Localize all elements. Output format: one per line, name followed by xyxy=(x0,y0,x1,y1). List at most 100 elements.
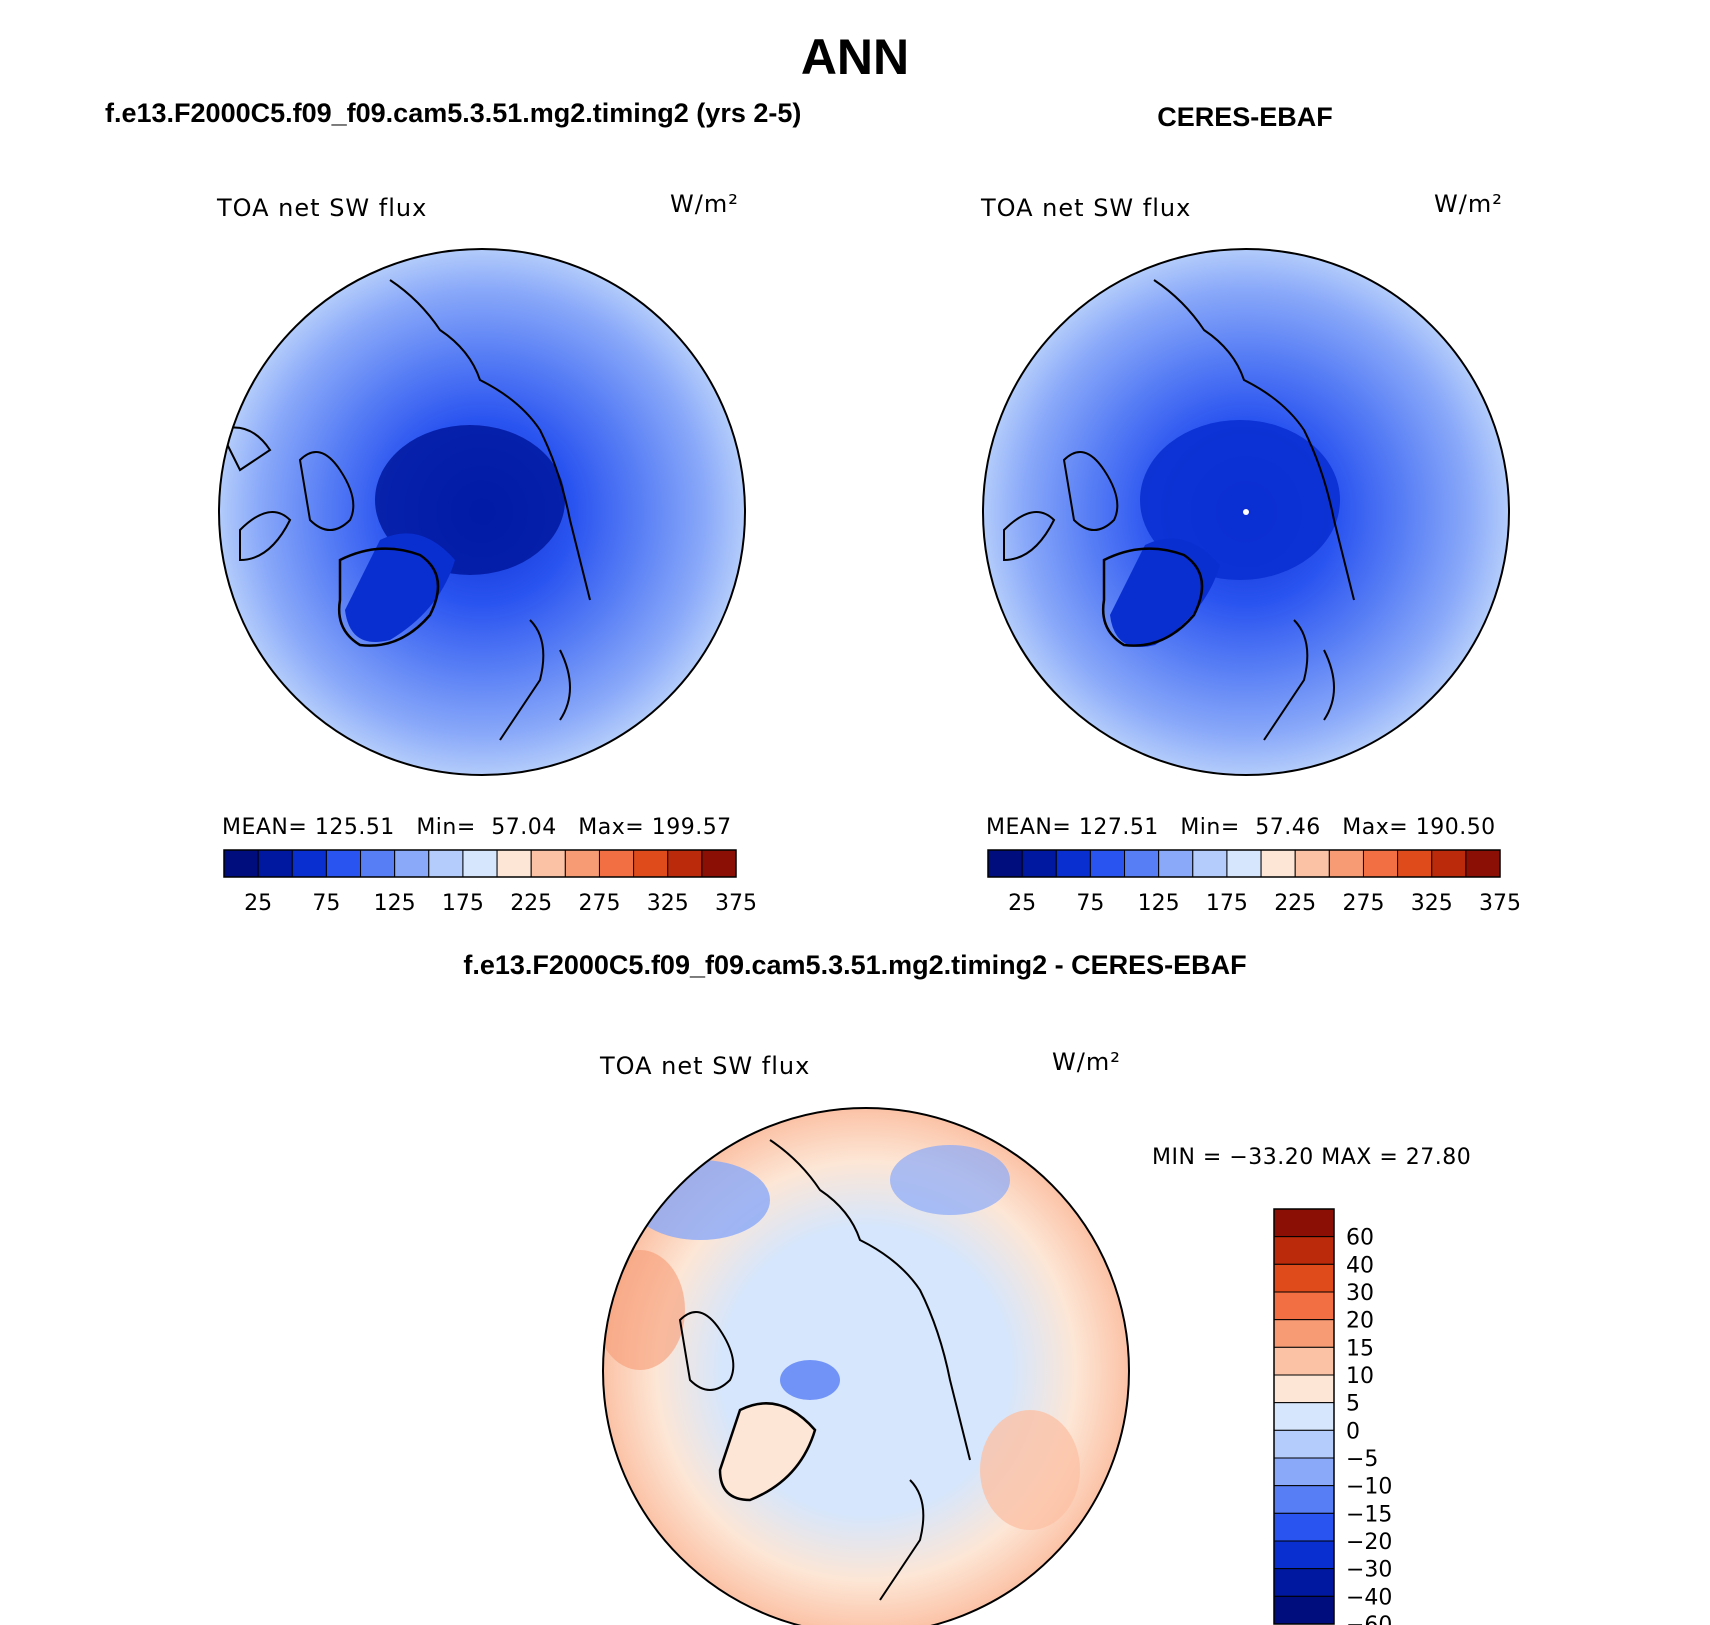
obs-colorbar-box xyxy=(1192,849,1228,878)
test-colorbar-box xyxy=(633,849,669,878)
test-colorbar-box xyxy=(223,849,259,878)
diff-colorbar-box xyxy=(1273,1457,1335,1487)
obs-min-label: Min= xyxy=(1180,815,1239,840)
diff-colorbar-tick-label: −10 xyxy=(1346,1475,1392,1500)
diff-colorbar-box xyxy=(1273,1319,1335,1348)
obs-colorbar-tick-label: 25 xyxy=(1008,891,1036,916)
diff-map xyxy=(602,1107,1130,1625)
test-units-label: W/m² xyxy=(670,190,739,218)
test-colorbar-tick-label: 375 xyxy=(715,891,757,916)
diff-colorbar-box xyxy=(1273,1402,1335,1431)
obs-colorbar-frame xyxy=(987,849,1501,878)
obs-mean-value: 127.51 xyxy=(1079,815,1159,840)
diff-colorbar-box xyxy=(1273,1346,1335,1376)
obs-colorbar-box xyxy=(1226,849,1262,878)
obs-min-value: 57.46 xyxy=(1255,815,1320,840)
obs-colorbar-box xyxy=(1328,849,1364,878)
diff-units-label: W/m² xyxy=(1052,1048,1121,1076)
figure-title: ANN xyxy=(800,29,910,85)
obs-colorbar-box xyxy=(1055,849,1091,878)
test-colorbar-tick-label: 75 xyxy=(312,891,340,916)
test-max-label: Max= xyxy=(578,815,644,840)
test-colorbar-tick-label: 225 xyxy=(510,891,552,916)
test-stats: MEAN= 125.51 Min= 57.04 Max= 199.57 xyxy=(222,815,732,840)
diff-colorbar-box xyxy=(1273,1429,1335,1459)
diff-colorbar-tick-label: 20 xyxy=(1346,1309,1374,1334)
diff-colorbar-box xyxy=(1273,1263,1335,1293)
test-colorbar-box xyxy=(667,849,703,878)
test-variable-label: TOA net SW flux xyxy=(216,194,427,222)
obs-colorbar-box xyxy=(987,849,1023,878)
diff-colorbar-box xyxy=(1273,1595,1335,1625)
diff-colorbar-tick-label: −30 xyxy=(1346,1558,1392,1583)
obs-colorbar-box xyxy=(1260,849,1296,878)
obs-colorbar: 25 75 125 175 225 275 325 375 xyxy=(987,849,1521,916)
obs-colorbar-tick-label: 75 xyxy=(1076,891,1104,916)
test-colorbar-box xyxy=(530,849,566,878)
diff-colorbar-tick-label: 40 xyxy=(1346,1253,1374,1278)
obs-colorbar-tick-label: 225 xyxy=(1274,891,1316,916)
obs-map xyxy=(982,248,1510,776)
diff-stats: MIN = −33.20 MAX = 27.80 xyxy=(1152,1145,1471,1170)
test-mean-value: 125.51 xyxy=(315,815,395,840)
test-colorbar: 25 75 125 175 225 275 325 375 xyxy=(223,849,757,916)
obs-colorbar-tick-label: 325 xyxy=(1411,891,1453,916)
diff-colorbar-tick-label: 0 xyxy=(1346,1419,1360,1444)
test-colorbar-tick-label: 125 xyxy=(374,891,416,916)
obs-colorbar-box xyxy=(1089,849,1126,878)
obs-units-label: W/m² xyxy=(1434,190,1503,218)
diff-colorbar-box xyxy=(1273,1540,1335,1570)
test-colorbar-box xyxy=(598,849,635,878)
diff-colorbar-box xyxy=(1273,1568,1335,1597)
test-colorbar-box xyxy=(701,849,737,878)
diff-colorbar-box xyxy=(1273,1374,1335,1404)
diff-colorbar-box xyxy=(1273,1208,1335,1238)
test-colorbar-box xyxy=(291,849,327,878)
diff-colorbar-box xyxy=(1273,1236,1335,1265)
test-colorbar-frame xyxy=(223,849,737,878)
test-colorbar-box xyxy=(462,849,498,878)
test-mean-label: MEAN= xyxy=(222,815,307,840)
obs-colorbar-tick-label: 175 xyxy=(1206,891,1248,916)
obs-case-title: CERES-EBAF xyxy=(1157,102,1333,132)
diff-colorbar-tick-label: 60 xyxy=(1346,1226,1374,1251)
obs-mean-label: MEAN= xyxy=(986,815,1071,840)
test-colorbar-box xyxy=(257,849,293,878)
test-colorbar-box xyxy=(325,849,362,878)
diff-colorbar-box xyxy=(1273,1512,1335,1542)
test-colorbar-box xyxy=(564,849,600,878)
test-colorbar-box xyxy=(394,849,430,878)
test-colorbar-tick-label: 175 xyxy=(442,891,484,916)
diff-colorbar-tick-label: −20 xyxy=(1346,1530,1392,1555)
test-max-value: 199.57 xyxy=(652,815,732,840)
diff-colorbar-tick-label: −15 xyxy=(1346,1502,1392,1527)
obs-stats: MEAN= 127.51 Min= 57.46 Max= 190.50 xyxy=(986,815,1496,840)
obs-colorbar-tick-label: 375 xyxy=(1479,891,1521,916)
obs-colorbar-box xyxy=(1021,849,1057,878)
obs-max-label: Max= xyxy=(1342,815,1408,840)
obs-colorbar-tick-label: 125 xyxy=(1138,891,1180,916)
test-colorbar-tick-label: 275 xyxy=(578,891,620,916)
obs-colorbar-box xyxy=(1431,849,1467,878)
diff-colorbar-tick-label: 5 xyxy=(1346,1392,1360,1417)
diff-colorbar-tick-label: 15 xyxy=(1346,1336,1374,1361)
obs-colorbar-box xyxy=(1124,849,1160,878)
test-colorbar-tick-label: 25 xyxy=(244,891,272,916)
test-colorbar-tick-label: 325 xyxy=(647,891,689,916)
test-map xyxy=(218,248,746,776)
obs-variable-label: TOA net SW flux xyxy=(980,194,1191,222)
diff-title: f.e13.F2000C5.f09_f09.cam5.3.51.mg2.timi… xyxy=(463,950,1247,980)
test-colorbar-box xyxy=(496,849,532,878)
test-min-label: Min= xyxy=(416,815,475,840)
test-min-value: 57.04 xyxy=(491,815,556,840)
obs-colorbar-box xyxy=(1158,849,1194,878)
diff-colorbar-tick-label: −40 xyxy=(1346,1585,1392,1610)
obs-colorbar-box xyxy=(1362,849,1399,878)
diff-colorbar-tick-label: 30 xyxy=(1346,1281,1374,1306)
test-case-title: f.e13.F2000C5.f09_f09.cam5.3.51.mg2.timi… xyxy=(105,98,802,128)
obs-colorbar-box xyxy=(1465,849,1501,878)
obs-colorbar-tick-label: 275 xyxy=(1342,891,1384,916)
test-colorbar-box xyxy=(360,849,396,878)
